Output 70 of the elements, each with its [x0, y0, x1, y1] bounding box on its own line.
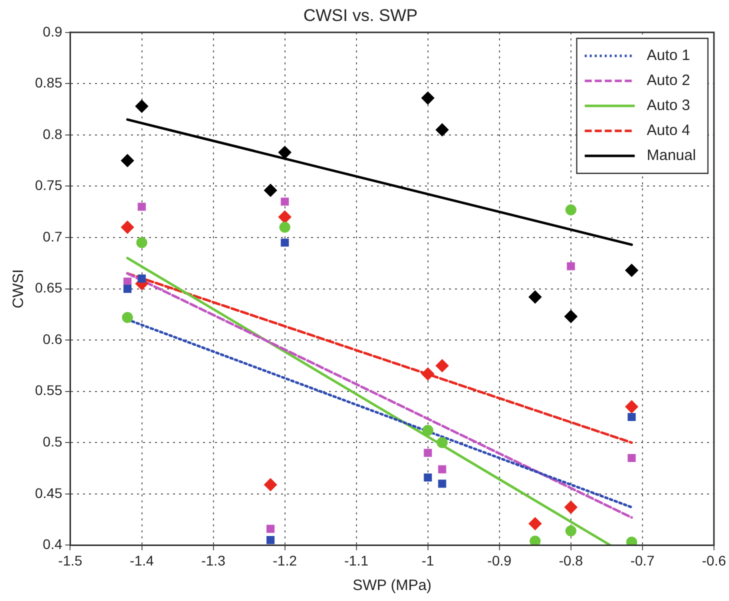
legend-label: Auto 1	[646, 47, 690, 64]
point	[135, 100, 148, 113]
point	[123, 284, 132, 293]
point	[530, 536, 541, 546]
point	[565, 204, 576, 216]
x-tick-label: -1.5	[58, 552, 83, 568]
y-tick-label: 0.8	[42, 126, 62, 142]
point	[278, 146, 292, 159]
point	[266, 524, 275, 533]
x-axis-title: SWP (MPa)	[352, 577, 432, 594]
point	[625, 400, 638, 414]
legend-label: Auto 4	[646, 122, 690, 140]
y-tick-label: 0.4	[42, 536, 62, 552]
point	[120, 154, 134, 168]
legend-label: Auto 3	[646, 97, 690, 114]
x-tick-label: -1.4	[130, 552, 154, 568]
point	[264, 184, 278, 197]
x-tick-label: -1.1	[344, 552, 369, 568]
point	[278, 210, 292, 224]
y-tick-label: 0.7	[42, 228, 62, 244]
point	[626, 536, 638, 546]
y-tick-label: 0.45	[35, 484, 62, 501]
x-tick-label: -0.9	[487, 552, 512, 568]
point	[628, 454, 636, 462]
x-tick-label: -1	[422, 552, 434, 568]
point	[436, 437, 448, 448]
point	[123, 278, 132, 286]
point	[565, 525, 576, 536]
point	[280, 238, 289, 247]
point	[421, 367, 434, 380]
point	[438, 465, 446, 474]
point	[279, 222, 290, 233]
point	[120, 220, 134, 234]
point	[528, 290, 542, 304]
point	[280, 198, 289, 206]
point	[424, 473, 432, 482]
point	[266, 536, 275, 544]
point	[625, 264, 638, 277]
point	[436, 123, 449, 136]
point	[438, 480, 446, 488]
x-tick-label: -0.7	[630, 552, 655, 568]
point	[138, 202, 146, 211]
legend-label: Manual	[646, 147, 696, 164]
point	[122, 312, 133, 324]
point	[436, 359, 449, 372]
point	[264, 478, 278, 492]
y-tick-label: 0.55	[35, 382, 62, 398]
point	[564, 500, 578, 514]
point	[136, 237, 148, 248]
point	[564, 310, 578, 323]
point	[628, 412, 636, 422]
point	[422, 424, 434, 436]
y-tick-label: 0.5	[42, 434, 62, 450]
point	[138, 274, 146, 283]
y-tick-label: 0.75	[35, 177, 62, 194]
x-tick-label: -0.8	[558, 552, 584, 568]
x-tick-label: -1.2	[272, 552, 298, 568]
x-tick-label: -1.3	[201, 552, 226, 568]
point	[528, 517, 542, 530]
point	[566, 262, 575, 270]
y-tick-label: 0.9	[42, 23, 62, 40]
legend-label: Auto 2	[646, 72, 690, 90]
point	[421, 92, 434, 105]
x-tick-label: -0.6	[702, 552, 726, 568]
point	[424, 448, 432, 457]
y-tick-label: 0.6	[42, 330, 62, 347]
y-tick-label: 0.65	[35, 280, 62, 296]
chart-title: CWSI vs. SWP	[303, 6, 418, 25]
y-axis-title: CWSI	[10, 269, 28, 308]
y-tick-label: 0.85	[35, 74, 62, 91]
